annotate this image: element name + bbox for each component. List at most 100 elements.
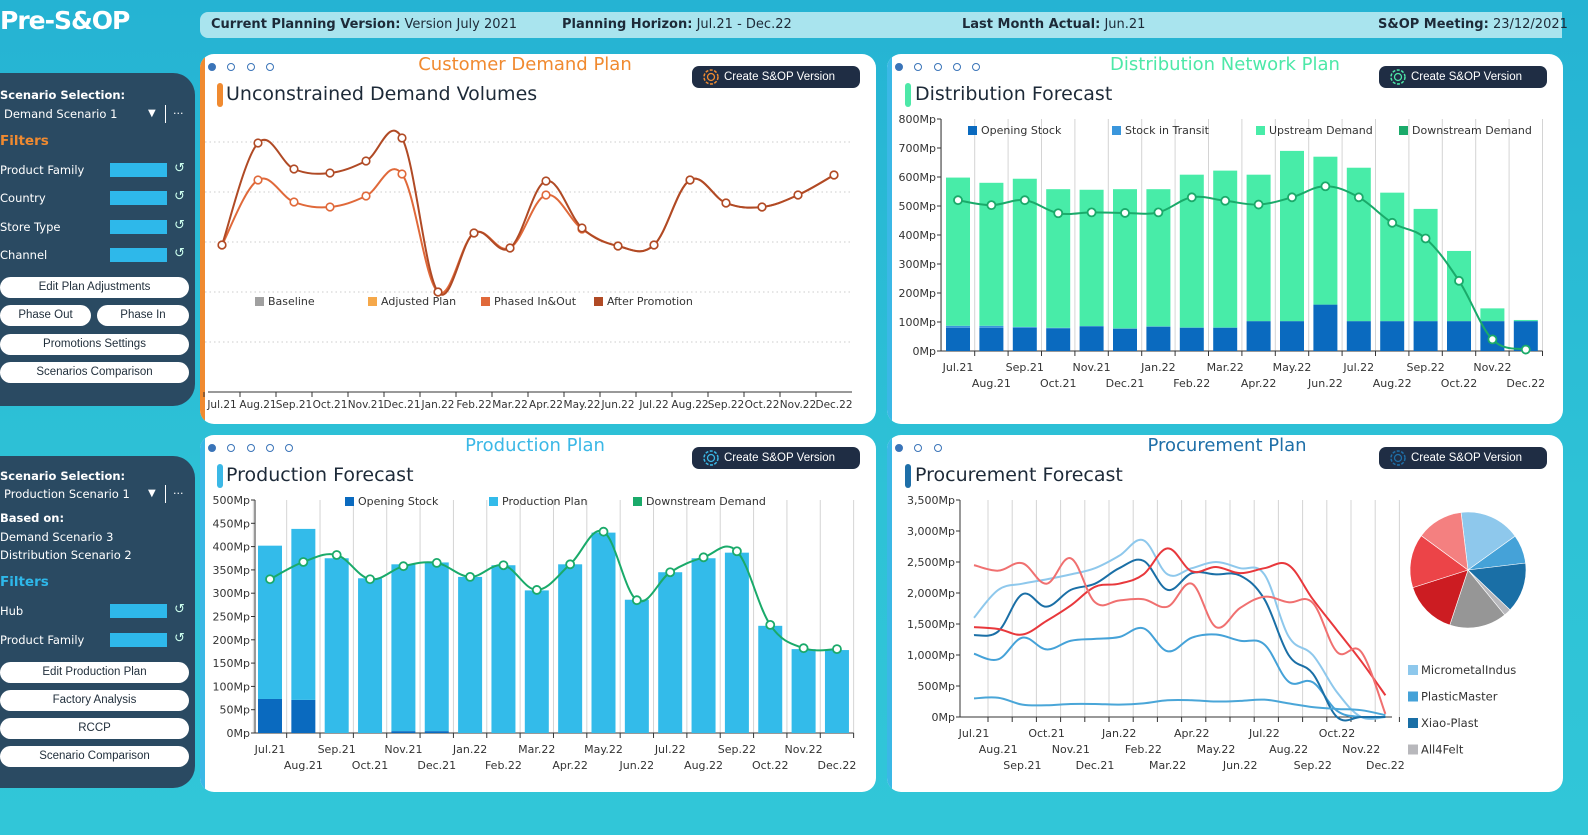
data-point [765, 619, 776, 630]
page-dot[interactable] [208, 63, 216, 71]
edit-plan-adjustments-button[interactable]: Edit Plan Adjustments [0, 277, 189, 298]
divider [165, 485, 166, 503]
bar-segment [1380, 192, 1405, 322]
production-scenario-dropdown[interactable]: Production Scenario 1 ▼ [0, 485, 190, 505]
page-dot[interactable] [914, 444, 923, 452]
y-tick-label: 450Mp [213, 517, 250, 530]
bar-segment [1280, 150, 1304, 322]
page-dot[interactable] [285, 444, 294, 452]
bar-segment [979, 325, 1004, 328]
y-tick-label: 500Mp [213, 494, 250, 507]
gear-icon [703, 450, 719, 466]
bar-segment [1179, 327, 1204, 351]
based-on-label: Based on: [0, 511, 65, 525]
page-dot[interactable] [227, 444, 236, 452]
data-point [832, 644, 842, 655]
based-on-demand: Demand Scenario 3 [0, 530, 114, 544]
data-point [541, 176, 551, 186]
demand-scenario-dropdown[interactable]: Demand Scenario 1 ▼ [0, 105, 190, 125]
create-sop-version-button[interactable]: Create S&OP Version [1379, 66, 1547, 88]
legend-label: Downstream Demand [646, 495, 766, 508]
page-dot[interactable] [246, 63, 255, 71]
x-tick-label: Sep.21 [276, 399, 313, 411]
bar-segment [1480, 308, 1505, 322]
data-point [289, 197, 299, 207]
data-point [1454, 275, 1464, 286]
button-label: Create S&OP Version [724, 452, 836, 464]
filter-channel[interactable] [110, 248, 167, 262]
y-tick-label: 2,500Mp [907, 556, 955, 569]
page-dot[interactable] [208, 444, 216, 452]
info-label: Planning Horizon: [562, 17, 693, 32]
distribution-panel-title: Distribution Network Plan [1110, 54, 1340, 75]
promotions-settings-button[interactable]: Promotions Settings [0, 334, 189, 355]
legend-label: MicrometalIndus [1421, 663, 1516, 677]
legend-label: Stock in Transit [1125, 124, 1210, 137]
create-sop-version-button[interactable]: Create S&OP Version [1379, 447, 1547, 469]
page-dot[interactable] [895, 63, 903, 71]
scenarios-comparison-button[interactable]: Scenarios Comparison [0, 362, 189, 383]
demand-panel-title: Customer Demand Plan [418, 54, 632, 75]
data-point [361, 191, 371, 201]
x-tick-label: Dec.21 [1076, 759, 1115, 772]
legend-swatch [489, 497, 498, 506]
page-dot[interactable] [265, 444, 274, 452]
legend-label: Phased In&Out [494, 295, 577, 308]
page-dot[interactable] [952, 63, 961, 71]
phase-out-button[interactable]: Phase Out [0, 305, 91, 326]
y-tick-label: 500Mp [918, 680, 955, 693]
filters-heading: Filters [0, 574, 49, 590]
bar-segment [591, 532, 616, 733]
page-dot[interactable] [972, 63, 981, 71]
data-point [541, 190, 551, 200]
data-point [217, 240, 227, 250]
page-dot[interactable] [933, 63, 942, 71]
create-sop-version-button[interactable]: Create S&OP Version [692, 66, 860, 88]
data-point [1220, 195, 1231, 206]
x-tick-label: Jul.22 [1342, 361, 1374, 374]
x-tick-label: Dec.22 [818, 759, 857, 772]
info-value: 23/12/2021 [1492, 17, 1568, 32]
filter-country[interactable] [110, 191, 167, 205]
page-dot[interactable] [227, 63, 236, 71]
edit-production-plan-button[interactable]: Edit Production Plan [0, 662, 189, 683]
data-point [1520, 344, 1531, 355]
series-line [973, 696, 1386, 717]
y-tick-label: 200Mp [899, 287, 936, 300]
create-sop-version-button[interactable]: Create S&OP Version [692, 447, 860, 469]
more-options-icon[interactable]: ··· [173, 487, 184, 500]
page-dot[interactable] [914, 63, 923, 71]
filter-store-type[interactable] [110, 220, 167, 234]
production-panel-title: Production Plan [465, 435, 605, 456]
x-tick-label: Dec.21 [383, 399, 420, 411]
data-point [1086, 207, 1097, 218]
x-tick-label: Aug.22 [1373, 377, 1412, 390]
bar-segment [1447, 321, 1471, 351]
y-tick-label: 700Mp [899, 142, 936, 155]
data-point [732, 546, 742, 557]
data-point [721, 198, 731, 208]
filter-hub[interactable] [110, 604, 167, 618]
bar-segment [1346, 167, 1371, 322]
page-dot[interactable] [895, 444, 903, 452]
scenario-comparison-button[interactable]: Scenario Comparison [0, 746, 189, 767]
legend-label: Opening Stock [358, 495, 439, 508]
legend-label: Xiao-Plast [1421, 716, 1479, 730]
phase-in-button[interactable]: Phase In [97, 305, 189, 326]
page-dot[interactable] [246, 444, 255, 452]
factory-analysis-button[interactable]: Factory Analysis [0, 690, 189, 711]
rccp-button[interactable]: RCCP [0, 718, 189, 739]
page-dot[interactable] [933, 444, 942, 452]
y-tick-label: 0Mp [227, 727, 250, 740]
page-dot[interactable] [265, 63, 274, 71]
x-tick-label: Sep.22 [718, 743, 756, 756]
bar-segment [258, 545, 282, 699]
x-tick-label: Jun.22 [619, 759, 655, 772]
more-options-icon[interactable]: ··· [173, 107, 184, 120]
filter-product-family[interactable] [110, 163, 167, 177]
legend-swatch [1408, 665, 1418, 675]
filter-product-family[interactable] [110, 633, 167, 647]
button-label: Create S&OP Version [724, 71, 836, 83]
data-point [469, 228, 479, 238]
y-tick-label: 3,000Mp [907, 525, 955, 538]
